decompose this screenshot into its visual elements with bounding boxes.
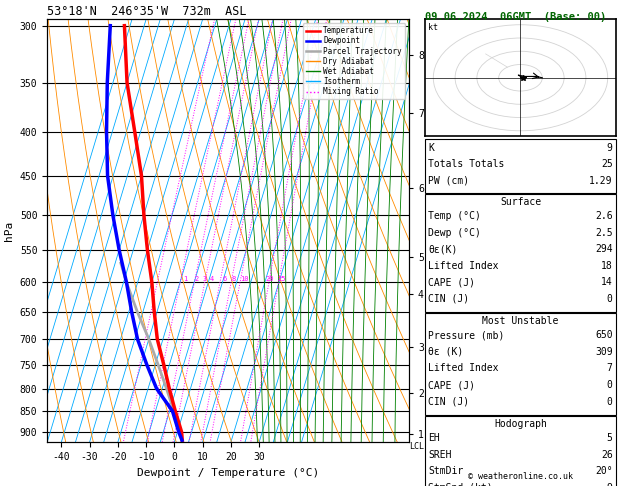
Text: © weatheronline.co.uk: © weatheronline.co.uk — [468, 472, 573, 481]
Y-axis label: hPa: hPa — [4, 221, 14, 241]
Text: Hodograph: Hodograph — [494, 419, 547, 429]
Text: Temp (°C): Temp (°C) — [428, 211, 481, 221]
Text: 6: 6 — [223, 276, 227, 282]
Text: 8: 8 — [231, 276, 235, 282]
Text: 1: 1 — [183, 276, 187, 282]
Text: 294: 294 — [595, 244, 613, 254]
Text: Lifted Index: Lifted Index — [428, 364, 499, 373]
Text: Mixing Ratio (g/kg): Mixing Ratio (g/kg) — [438, 230, 447, 332]
Text: kt: kt — [428, 23, 438, 32]
Text: 20: 20 — [266, 276, 274, 282]
Text: 0: 0 — [607, 380, 613, 390]
Text: CAPE (J): CAPE (J) — [428, 278, 476, 287]
Text: 3: 3 — [203, 276, 207, 282]
Text: 0: 0 — [607, 397, 613, 406]
Text: 650: 650 — [595, 330, 613, 340]
Text: EH: EH — [428, 433, 440, 443]
Text: 9: 9 — [607, 483, 613, 486]
Text: Pressure (mb): Pressure (mb) — [428, 330, 504, 340]
Text: K: K — [428, 143, 434, 153]
Text: 10: 10 — [240, 276, 249, 282]
Text: StmSpd (kt): StmSpd (kt) — [428, 483, 493, 486]
Text: CAPE (J): CAPE (J) — [428, 380, 476, 390]
Text: 9: 9 — [607, 143, 613, 153]
Text: 2.5: 2.5 — [595, 228, 613, 238]
Text: Dewp (°C): Dewp (°C) — [428, 228, 481, 238]
Text: 309: 309 — [595, 347, 613, 357]
Text: 20°: 20° — [595, 466, 613, 476]
Text: StmDir: StmDir — [428, 466, 464, 476]
Text: CIN (J): CIN (J) — [428, 294, 469, 304]
Text: 53°18'N  246°35'W  732m  ASL: 53°18'N 246°35'W 732m ASL — [47, 5, 247, 18]
Text: 7: 7 — [607, 364, 613, 373]
Legend: Temperature, Dewpoint, Parcel Trajectory, Dry Adiabat, Wet Adiabat, Isotherm, Mi: Temperature, Dewpoint, Parcel Trajectory… — [303, 23, 405, 99]
Text: θε (K): θε (K) — [428, 347, 464, 357]
Y-axis label: km
ASL: km ASL — [435, 220, 452, 242]
Text: 1.29: 1.29 — [589, 176, 613, 186]
Text: 5: 5 — [607, 433, 613, 443]
X-axis label: Dewpoint / Temperature (°C): Dewpoint / Temperature (°C) — [137, 468, 319, 478]
Text: 2.6: 2.6 — [595, 211, 613, 221]
Text: 0: 0 — [607, 294, 613, 304]
Text: 14: 14 — [601, 278, 613, 287]
Text: θε(K): θε(K) — [428, 244, 458, 254]
Text: PW (cm): PW (cm) — [428, 176, 469, 186]
Text: 2: 2 — [194, 276, 199, 282]
Text: Most Unstable: Most Unstable — [482, 316, 559, 327]
Text: Surface: Surface — [500, 197, 541, 208]
Text: 09.06.2024  06GMT  (Base: 00): 09.06.2024 06GMT (Base: 00) — [425, 12, 606, 22]
Text: 4: 4 — [210, 276, 214, 282]
Text: Totals Totals: Totals Totals — [428, 159, 504, 170]
Text: LCL: LCL — [409, 442, 424, 451]
Text: 26: 26 — [601, 450, 613, 459]
Text: Lifted Index: Lifted Index — [428, 261, 499, 271]
Text: 18: 18 — [601, 261, 613, 271]
Text: CIN (J): CIN (J) — [428, 397, 469, 406]
Text: SREH: SREH — [428, 450, 452, 459]
Text: 25: 25 — [601, 159, 613, 170]
Text: 25: 25 — [277, 276, 286, 282]
